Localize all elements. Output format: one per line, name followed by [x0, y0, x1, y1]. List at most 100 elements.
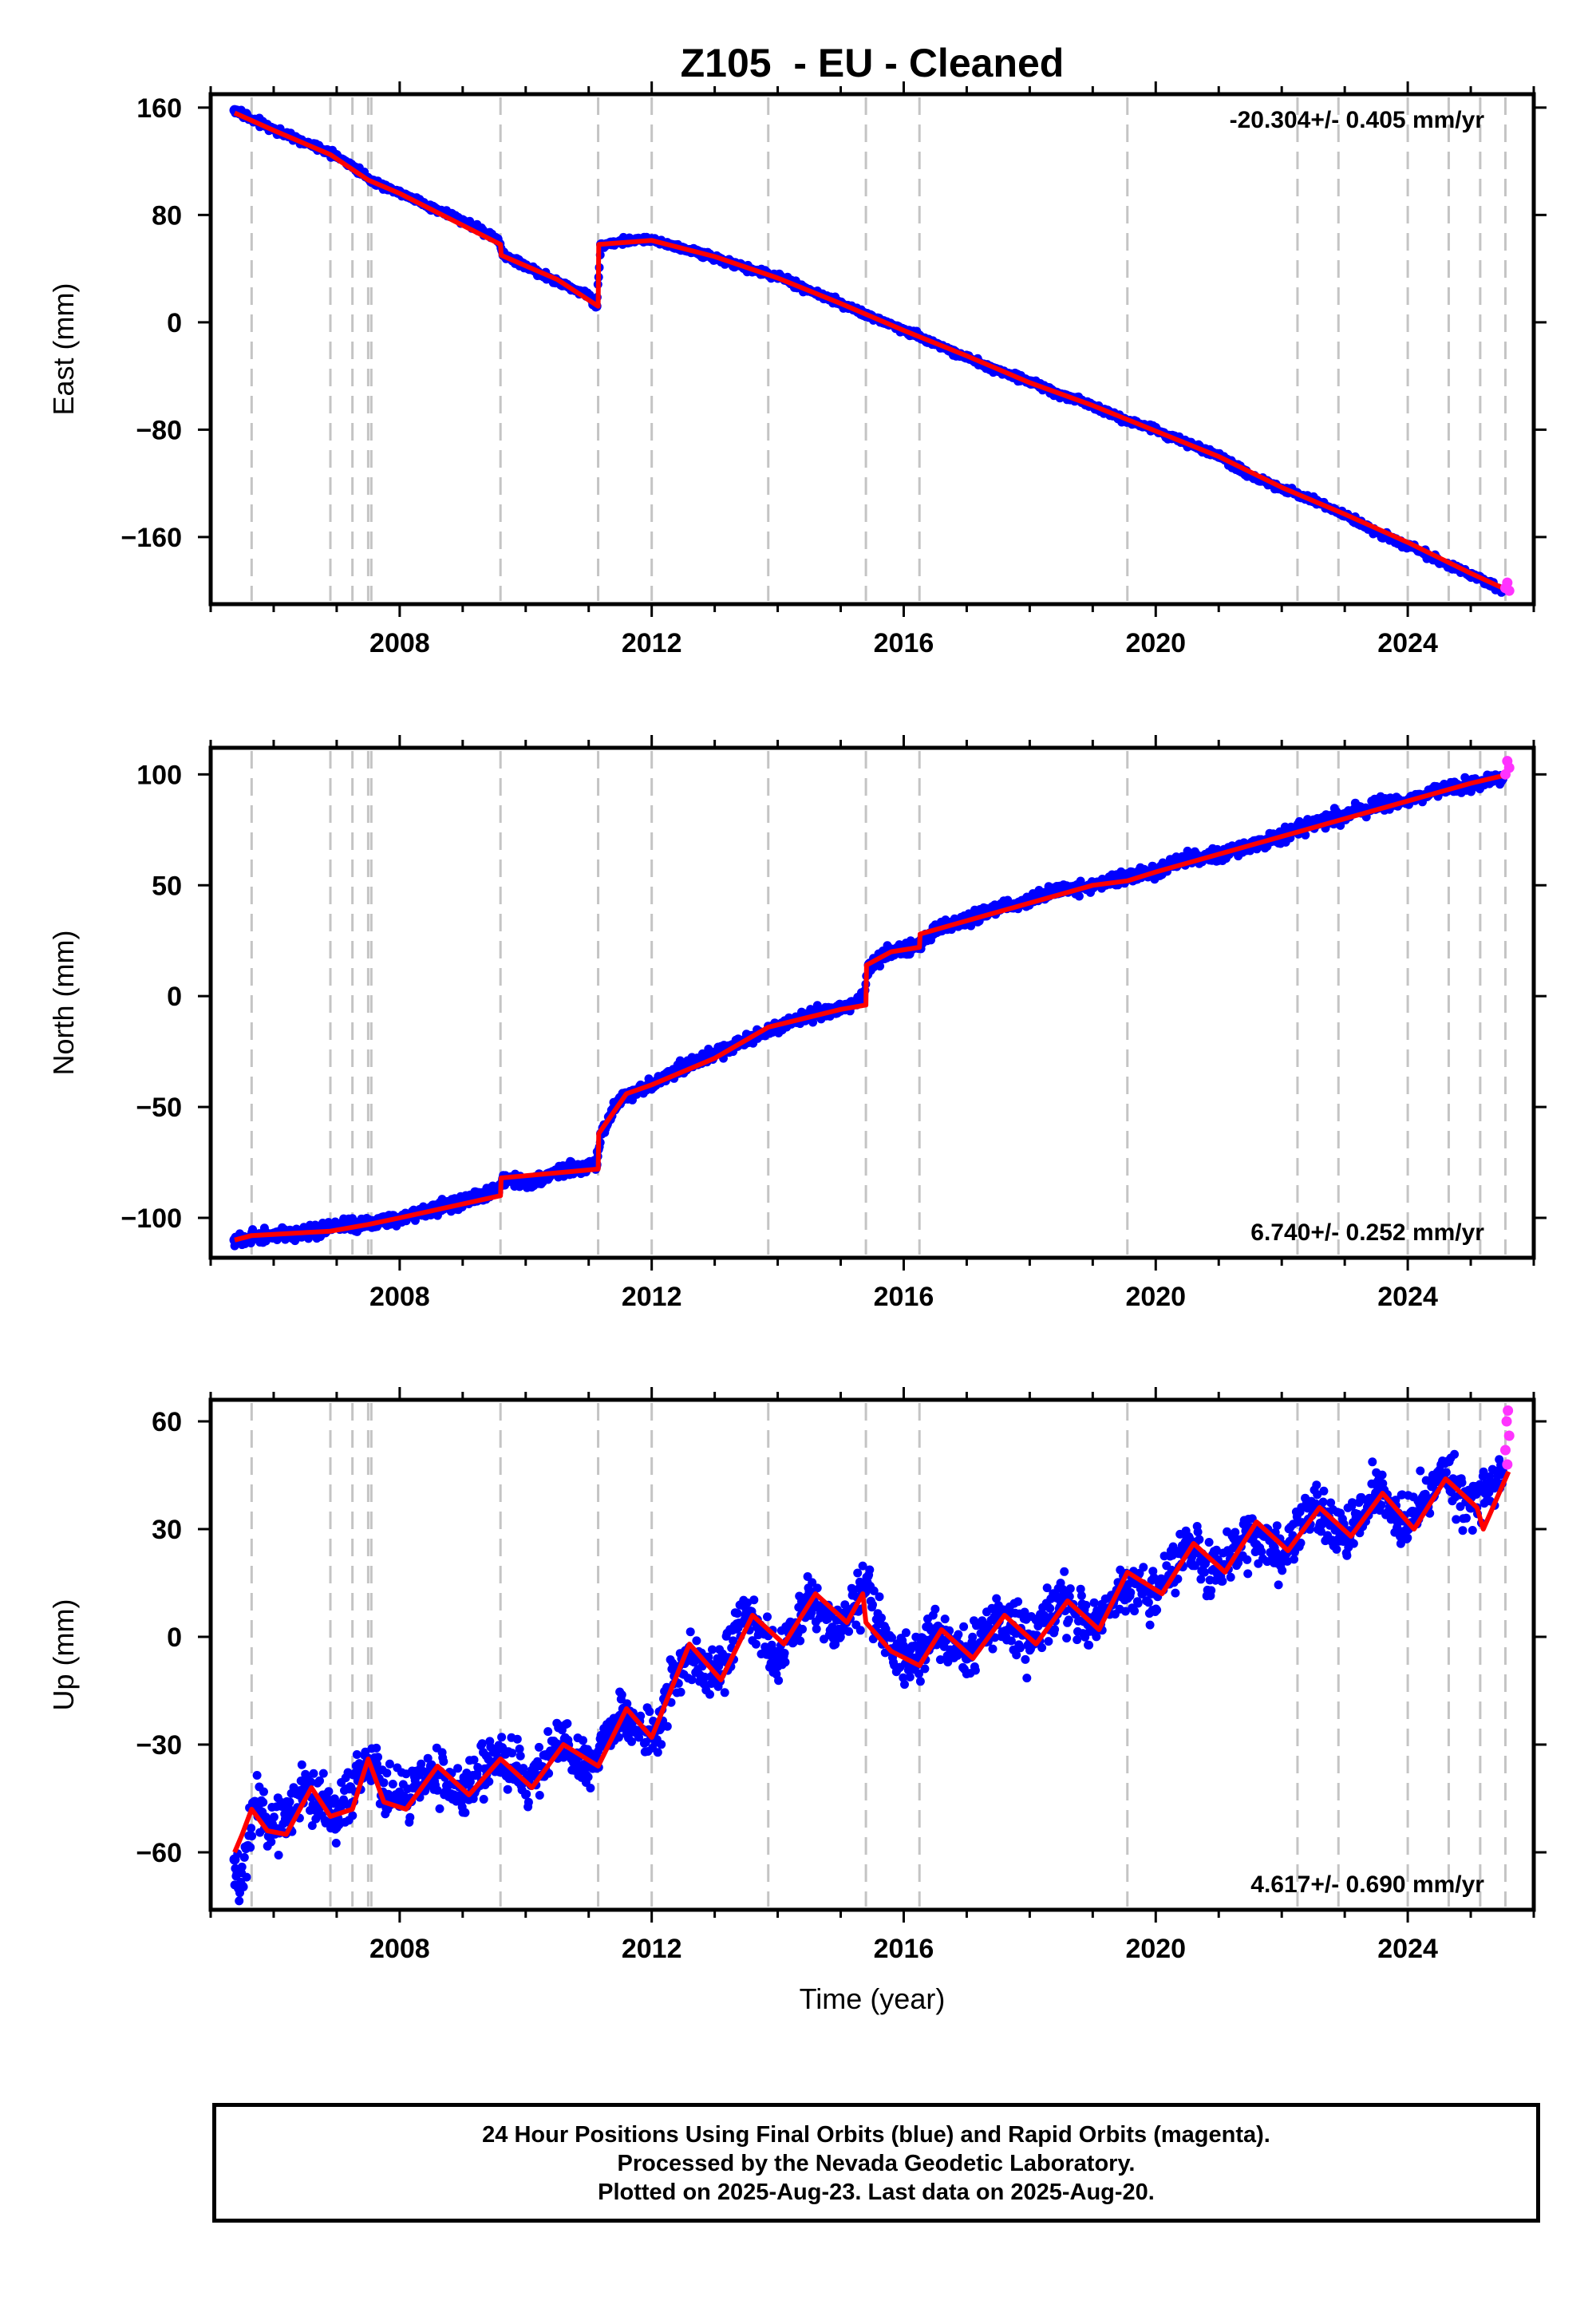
final-orbit-point	[645, 1707, 654, 1717]
final-orbit-point	[1336, 820, 1345, 830]
final-orbit-point	[522, 1789, 531, 1799]
final-orbit-point	[653, 1748, 662, 1757]
final-orbit-point	[247, 1832, 257, 1841]
final-orbit-point	[309, 1769, 318, 1778]
y-tick-label: 50	[152, 871, 182, 901]
final-orbit-point	[868, 1600, 877, 1610]
final-orbit-point	[780, 1649, 789, 1658]
final-orbit-point	[875, 1592, 884, 1602]
final-orbit-point	[812, 1583, 822, 1593]
final-orbit-point	[749, 1595, 759, 1605]
final-orbit-point	[855, 1626, 865, 1635]
final-orbit-point	[405, 1812, 415, 1822]
final-orbit-point	[252, 1771, 262, 1780]
final-orbit-point	[954, 1630, 963, 1639]
final-orbit-point	[858, 1561, 867, 1571]
final-orbit-point	[751, 1639, 760, 1649]
final-orbit-point	[943, 1658, 953, 1667]
final-orbit-point	[497, 1733, 507, 1742]
final-orbit-point	[798, 1624, 807, 1634]
final-orbit-point	[743, 1598, 752, 1607]
final-orbit-point	[915, 1677, 925, 1686]
final-orbit-point	[920, 1664, 930, 1674]
final-orbit-point	[535, 1742, 543, 1752]
final-orbit-point	[477, 1739, 487, 1749]
final-orbit-point	[622, 1699, 632, 1709]
final-orbit-point	[687, 1675, 697, 1685]
final-orbit-point	[543, 1727, 553, 1737]
final-orbit-point	[1022, 1674, 1032, 1683]
final-orbit-point	[900, 1680, 909, 1690]
final-orbit-point	[423, 1753, 433, 1763]
final-orbit-point	[627, 1737, 636, 1746]
final-orbit-point	[875, 962, 885, 971]
figure-title: Z105 - EU - Cleaned	[681, 41, 1065, 85]
final-orbit-point	[767, 1640, 776, 1650]
y-tick-label: 80	[152, 200, 182, 231]
final-orbit-point	[899, 1673, 908, 1682]
plot-area	[229, 770, 1510, 1251]
final-orbit-point	[267, 1837, 276, 1847]
final-orbit-point	[1060, 1567, 1069, 1576]
final-orbit-point	[1076, 1584, 1085, 1594]
final-orbit-point	[259, 1787, 268, 1796]
x-tick-label: 2012	[622, 1282, 682, 1312]
plot-frame	[208, 92, 1536, 607]
final-orbit-point	[315, 1776, 324, 1785]
final-orbit-point	[239, 1852, 249, 1862]
final-orbit-point	[516, 1751, 525, 1761]
y-tick-label: −160	[120, 523, 182, 553]
final-orbit-point	[614, 1733, 623, 1742]
final-orbit-point	[1013, 1597, 1023, 1607]
final-orbit-point	[968, 1632, 978, 1642]
final-orbit-point	[373, 1753, 382, 1762]
y-tick-label: 0	[167, 982, 182, 1012]
final-orbit-point	[1073, 1635, 1082, 1645]
final-orbit-point	[1089, 1598, 1099, 1607]
final-orbit-point	[1077, 1591, 1086, 1600]
final-orbit-point	[940, 1614, 950, 1624]
final-orbit-point	[1016, 1643, 1025, 1653]
final-orbit-point	[307, 1821, 317, 1830]
final-orbit-point	[435, 1804, 444, 1813]
final-orbit-cloud	[230, 105, 1507, 597]
final-orbit-point	[1045, 1603, 1055, 1613]
final-orbit-point	[348, 1811, 358, 1820]
final-orbit-point	[905, 1672, 915, 1682]
final-orbit-point	[1021, 1654, 1030, 1664]
final-orbit-point	[988, 1644, 998, 1654]
final-orbit-point	[617, 1690, 626, 1700]
y-axis-label: North (mm)	[47, 931, 80, 1076]
final-orbit-point	[1062, 1634, 1072, 1643]
x-tick-label: 2020	[1125, 1282, 1186, 1312]
plot-area	[229, 1449, 1511, 1906]
y-tick-label: −50	[136, 1093, 182, 1123]
x-tick-label: 2008	[369, 1282, 430, 1312]
velocity-label: -20.304+/- 0.405 mm/yr	[1230, 107, 1485, 133]
final-orbit-point	[508, 1749, 517, 1758]
y-tick-label: −80	[136, 415, 182, 445]
final-orbit-point	[812, 1624, 821, 1634]
final-orbit-point	[636, 1711, 646, 1721]
final-orbit-point	[388, 1780, 397, 1788]
final-orbit-point	[318, 1769, 328, 1778]
final-orbit-point	[439, 1757, 448, 1766]
final-orbit-point	[352, 1750, 361, 1759]
final-orbit-point	[453, 1764, 463, 1773]
velocity-label: 6.740+/- 0.252 mm/yr	[1250, 1219, 1484, 1246]
final-orbit-point	[512, 1734, 522, 1744]
y-tick-label: 160	[136, 93, 182, 124]
x-tick-label: 2008	[369, 628, 430, 658]
y-tick-label: 100	[136, 760, 182, 790]
plot-frame	[208, 745, 1536, 1260]
final-orbit-point	[657, 1740, 666, 1749]
final-orbit-point	[720, 1688, 729, 1697]
final-orbit-point	[831, 1639, 840, 1649]
final-orbit-point	[382, 1769, 392, 1778]
final-orbit-point	[583, 1773, 593, 1782]
final-orbit-point	[519, 1764, 528, 1773]
